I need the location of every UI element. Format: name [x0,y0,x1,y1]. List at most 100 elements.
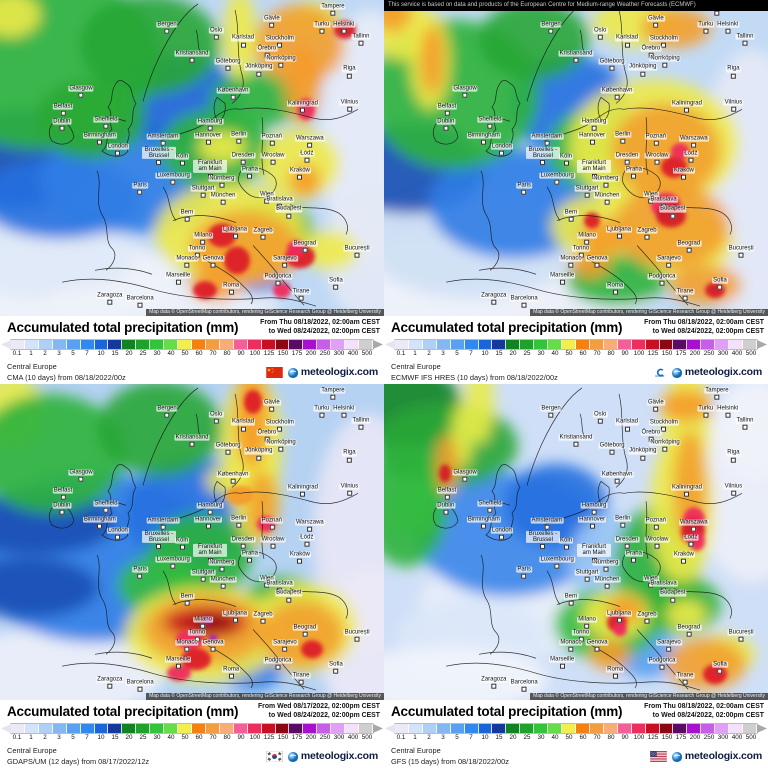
city-label: Stuttgart [190,569,216,582]
city-label: Nürnberg [592,559,620,573]
meteologix-globe-icon [671,751,682,762]
map-gfs[interactable]: Bergen Oslo Kristiansand Karlstad Gävle Stock… [384,384,768,700]
meteologix-logo[interactable]: meteologix.com [671,365,762,380]
city-marker-icon [653,22,659,28]
city-label: Nürnberg [592,175,620,189]
panel-title: Accumulated total precipitation (mm) [391,704,623,719]
scale-segment [715,340,730,349]
city-label: Oslo [593,411,608,424]
city-marker-icon [330,10,336,16]
city-marker-icon [213,34,219,40]
city-label: Paris [132,182,148,195]
city-marker-icon [644,234,650,240]
city-marker-icon [443,509,449,515]
city-marker-icon [194,252,200,258]
city-label: Belfast [52,103,74,116]
scale-segment [575,340,590,349]
city-label: Podgorica [647,273,677,287]
city-label: London [490,527,513,540]
city-label: Belfast [52,487,74,500]
city-label: Birmingham [82,516,117,530]
city-label: Poznań [644,517,668,531]
city-label: Stuttgart [574,569,600,582]
city-marker-icon [554,179,560,185]
scale-segment [52,340,67,349]
city-marker-icon [179,544,185,550]
scale-tick: 70 [209,350,217,357]
scale-tick: 70 [593,734,601,741]
scale-segment [11,340,25,349]
map-gdaps[interactable]: Bergen Oslo Kristiansand Karlstad Gävle Stock… [0,384,384,700]
city-marker-icon [200,239,206,245]
city-marker-icon [219,567,225,573]
city-label: Riga [342,66,357,79]
map-attribution: Map data © OpenStreetMap contributors, r… [530,309,768,316]
scale-tick: 500 [745,350,757,357]
city-marker-icon [717,285,723,291]
city-marker-icon [691,142,697,148]
scale-tick: 2 [427,734,431,741]
map-attribution: Map data © OpenStreetMap contributors, r… [146,693,384,700]
city-marker-icon [659,281,665,287]
scale-tick: 90 [621,350,629,357]
scale-tick: 30 [537,734,545,741]
scale-tick: 0.1 [12,734,22,741]
city-label: Barcelona [509,679,539,693]
panel-title: Accumulated total precipitation (mm) [7,320,239,335]
meteologix-logo[interactable]: meteologix.com [287,749,378,764]
scale-tick: 300 [333,734,345,741]
city-label: Praha [624,550,643,563]
city-label: Stuttgart [190,185,216,198]
city-marker-icon [640,455,646,461]
city-label: Jönköping [244,63,274,77]
city-label: Norrköping [649,55,681,68]
scale-segment [395,340,409,349]
scale-segment [617,724,632,733]
date-from: From Wed 08/17/2022, 02:00pm CEST [257,703,380,710]
scale-segment [122,724,137,733]
city-marker-icon [661,587,667,593]
city-label: Warszawa [294,135,325,148]
city-marker-icon [232,617,238,623]
scale-segment [178,340,192,349]
city-label: Jönköping [244,447,274,461]
city-label: Amsterdam [530,133,564,147]
city-label: Vilnius [339,99,360,112]
city-label: Göteborg [598,442,626,456]
city-label: Bruxelles - Brussel [141,146,176,166]
city-marker-icon [277,426,283,432]
city-label: Vilnius [723,99,744,112]
scale-tick: 7 [469,350,473,357]
meteologix-logo[interactable]: meteologix.com [287,365,378,380]
scale-tick: 1 [29,734,33,741]
scale-tick: 250 [319,734,331,741]
map-cma[interactable]: Bergen Oslo Kristiansand Karlstad Gävle Stock… [0,0,384,316]
city-marker-icon [207,509,213,515]
city-marker-icon [60,494,66,500]
city-marker-icon [573,441,579,447]
city-label: Warszawa [678,519,709,532]
scale-tick: 20 [125,734,133,741]
city-label: Ljubljana [221,226,249,239]
city-marker-icon [256,71,262,77]
city-label: Belfast [436,103,458,116]
scale-tick: 80 [607,734,615,741]
city-label: Jönköping [628,447,658,461]
city-marker-icon [624,159,630,165]
city-label: Örebro [256,429,278,442]
scale-segment [673,724,688,733]
city-label: Bern [179,593,195,606]
city-marker-icon [616,233,622,239]
city-marker-icon [682,679,688,685]
scale-segment [645,340,660,349]
city-label: Amsterdam [146,517,180,531]
city-label: Nürnberg [208,559,236,573]
city-layer: Bergen Oslo Kristiansand Karlstad Gävle Stock… [384,0,768,316]
map-ecmwf[interactable]: Bergen Oslo Kristiansand Karlstad Gävle Stock… [384,0,768,316]
city-label: Kaliningrad [670,484,703,497]
city-marker-icon [264,582,270,588]
scale-tick: 60 [579,350,587,357]
city-marker-icon [330,394,336,400]
city-marker-icon [264,198,270,204]
meteologix-logo[interactable]: meteologix.com [671,749,762,764]
